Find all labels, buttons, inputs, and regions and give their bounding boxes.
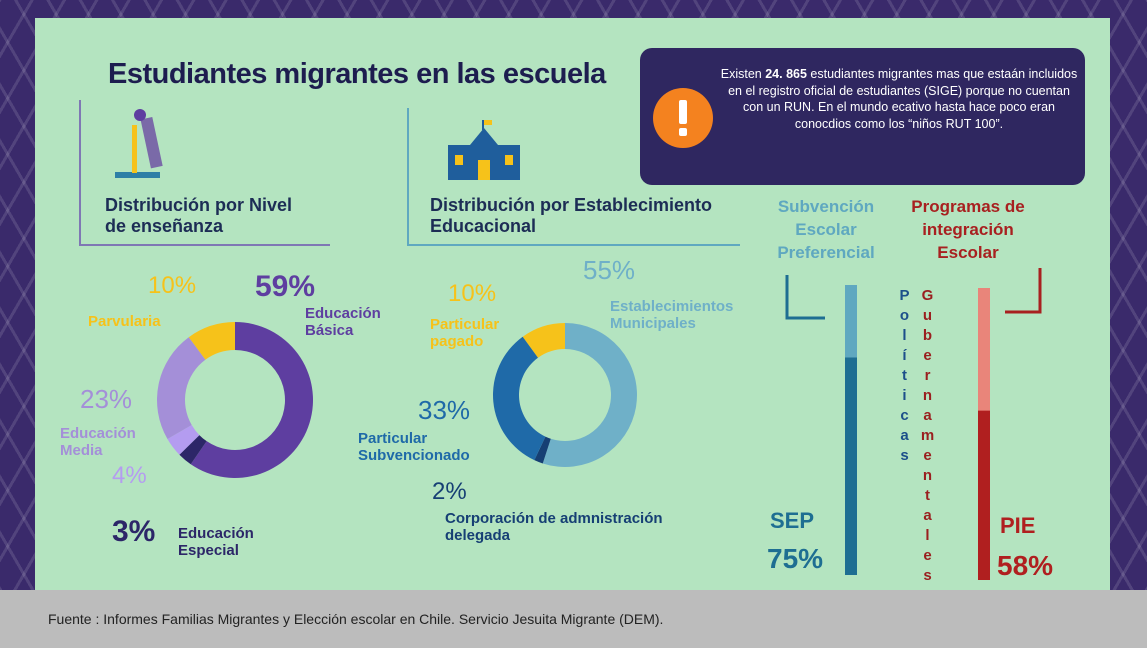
donut-segment bbox=[156, 337, 206, 439]
category-label: PIE bbox=[1000, 513, 1036, 538]
donut-segment bbox=[190, 322, 313, 478]
school-icon bbox=[448, 120, 520, 180]
divider bbox=[79, 100, 330, 246]
value-label: 75% bbox=[767, 543, 824, 574]
donut-segment bbox=[542, 323, 637, 468]
category-label: Corporación de admnistración delegada bbox=[445, 510, 663, 545]
category-label: Parvularia bbox=[88, 313, 161, 330]
donut-segment bbox=[167, 425, 200, 455]
chart-title: Distribución por Nivel de enseñanza bbox=[105, 195, 293, 236]
footer-band bbox=[0, 590, 1147, 648]
notice-number: 24. 865 bbox=[765, 67, 807, 81]
bar-header: Programas de integración Escolar bbox=[911, 197, 1025, 262]
chart-title: Distribución por Establecimiento Educaci… bbox=[430, 195, 713, 236]
category-label: Educación Especial bbox=[178, 525, 254, 560]
annotation: Gubernamentales bbox=[919, 287, 936, 587]
category-label: Educación Media bbox=[60, 425, 136, 460]
notice-text: estudiantes migrantes mas que estaán inc… bbox=[728, 67, 1078, 131]
category-label: Educación Básica bbox=[305, 305, 381, 340]
value-label: 58% bbox=[997, 550, 1054, 581]
value-label: 2% bbox=[432, 478, 467, 505]
annotation: Políticas bbox=[896, 287, 913, 467]
category-label: Particular pagado bbox=[430, 316, 500, 351]
donut-segment bbox=[534, 436, 551, 464]
footer: Fuente : Informes Familias Migrantes y E… bbox=[48, 611, 664, 627]
notice-text: Existen 24. 865 estudiantes migrantes ma… bbox=[720, 66, 1078, 132]
notice-box bbox=[640, 48, 1085, 185]
value-label: 59% bbox=[255, 270, 316, 303]
value-label: 23% bbox=[80, 384, 133, 414]
value-label: 10% bbox=[448, 280, 497, 307]
donut-segment bbox=[492, 336, 546, 461]
value-label: 3% bbox=[112, 515, 156, 548]
bracket bbox=[785, 275, 825, 320]
divider bbox=[407, 108, 740, 246]
bracket bbox=[1005, 268, 1042, 314]
bar-header: Subvención Escolar Preferencial bbox=[777, 197, 875, 262]
donut-segment bbox=[179, 435, 207, 465]
category-label: Establecimientos Municipales bbox=[610, 298, 734, 333]
value-label: 55% bbox=[583, 255, 636, 285]
category-label: SEP bbox=[770, 508, 815, 533]
microscope-icon bbox=[115, 109, 163, 178]
donut-segment bbox=[522, 323, 565, 358]
value-label: 4% bbox=[112, 462, 147, 489]
category-label: Particular Subvencionado bbox=[358, 430, 470, 465]
value-label: 10% bbox=[148, 272, 197, 299]
bar bbox=[978, 410, 990, 580]
bar bbox=[845, 357, 857, 575]
donut-segment bbox=[188, 322, 235, 360]
notice-text: Existen bbox=[720, 67, 762, 81]
title: Estudiantes migrantes en las escuela bbox=[108, 58, 606, 90]
value-label: 33% bbox=[418, 395, 471, 425]
